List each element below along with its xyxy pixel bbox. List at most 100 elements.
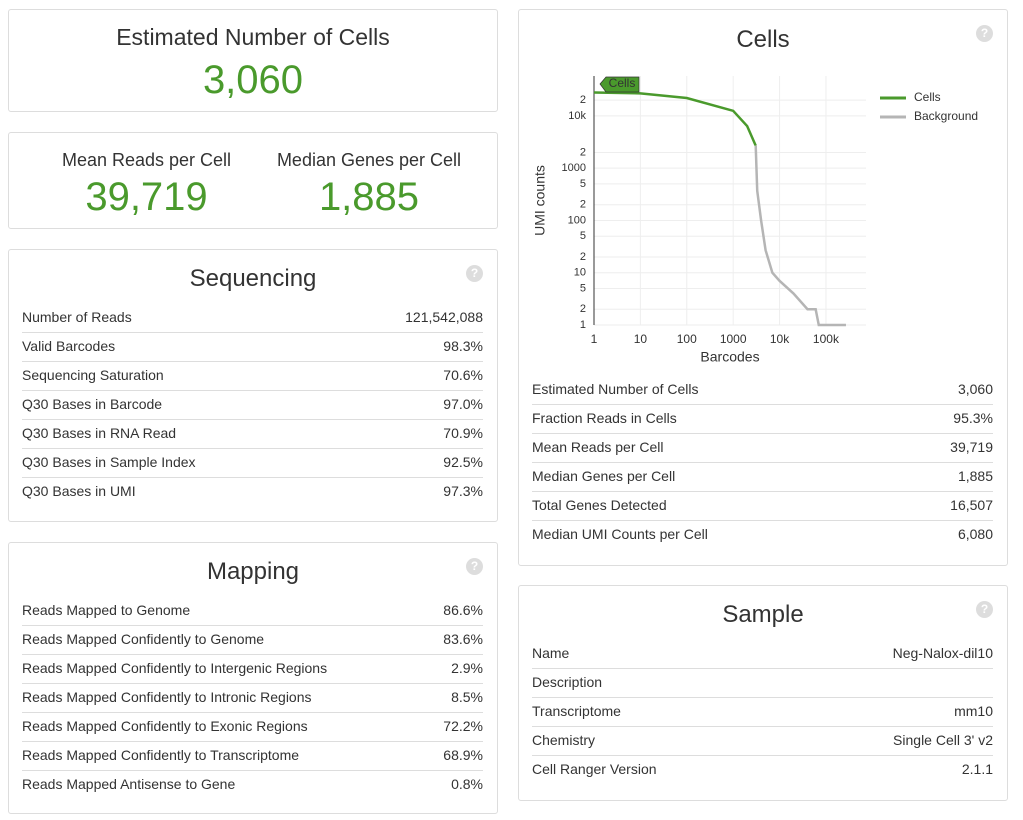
table-row: Mean Reads per Cell 39,719 bbox=[532, 433, 993, 463]
table-row: Transcriptome mm10 bbox=[532, 697, 993, 727]
row-value: 2.1.1 bbox=[961, 761, 993, 777]
row-value: 95.3% bbox=[953, 410, 993, 426]
row-value: 70.6% bbox=[443, 367, 483, 383]
summary-label: Mean Reads per Cell bbox=[61, 150, 232, 170]
row-value: 92.5% bbox=[443, 454, 483, 470]
help-icon[interactable]: ? bbox=[976, 601, 993, 618]
help-icon[interactable]: ? bbox=[466, 265, 483, 282]
y-tick-label: 2 bbox=[580, 251, 586, 263]
y-tick-label: 2 bbox=[580, 146, 586, 158]
row-label: Reads Mapped Confidently to Intergenic R… bbox=[22, 660, 328, 676]
x-tick-label: 10k bbox=[770, 332, 790, 346]
series-line bbox=[593, 91, 757, 147]
row-label: Transcriptome bbox=[532, 703, 621, 719]
table-row: Total Genes Detected 16,507 bbox=[532, 491, 993, 521]
panel-title: Sequencing bbox=[189, 265, 317, 292]
row-value: 121,542,088 bbox=[405, 309, 483, 325]
table-row: Reads Mapped to Genome 86.6% bbox=[22, 596, 483, 626]
row-value: 39,719 bbox=[950, 439, 993, 455]
table-row: Estimated Number of Cells 3,060 bbox=[532, 375, 993, 405]
barcode-rank-chart: 1 2 5 10 2 5 100 2 5 1000 2 10k 2 1 10 100 1000 10k 100k Ba… bbox=[532, 76, 978, 365]
table-row: Fraction Reads in Cells 95.3% bbox=[532, 404, 993, 434]
row-label: Median UMI Counts per Cell bbox=[532, 526, 708, 542]
mapping-panel: Mapping? Reads Mapped to Genome 86.6% Reads… bbox=[8, 542, 498, 814]
row-value: 97.3% bbox=[443, 483, 483, 499]
table-row: Sequencing Saturation 70.6% bbox=[22, 361, 483, 391]
y-tick-label: 1 bbox=[580, 319, 586, 331]
row-value: 98.3% bbox=[443, 338, 483, 354]
y-tick-label: 10 bbox=[574, 267, 586, 279]
row-label: Fraction Reads in Cells bbox=[532, 410, 677, 426]
table-row: Reads Mapped Confidently to Intronic Reg… bbox=[22, 683, 483, 713]
y-tick-label: 10k bbox=[568, 110, 586, 122]
x-tick-label: 1 bbox=[591, 332, 598, 346]
y-tick-label: 2 bbox=[580, 94, 586, 106]
y-tick-label: 2 bbox=[580, 303, 586, 315]
row-label: Reads Mapped Antisense to Gene bbox=[22, 776, 236, 792]
row-value: Single Cell 3' v2 bbox=[893, 732, 993, 748]
row-label: Q30 Bases in RNA Read bbox=[22, 425, 177, 441]
table-row: Q30 Bases in Sample Index 92.5% bbox=[22, 448, 483, 478]
row-value: Neg-Nalox-dil10 bbox=[892, 645, 993, 661]
table-row: Reads Mapped Confidently to Genome 83.6% bbox=[22, 625, 483, 655]
row-value: 8.5% bbox=[451, 689, 483, 705]
row-label: Valid Barcodes bbox=[22, 338, 116, 354]
summary-value: 1,885 bbox=[318, 175, 420, 219]
row-label: Estimated Number of Cells bbox=[532, 381, 699, 397]
x-tick-label: 10 bbox=[634, 332, 648, 346]
row-label: Number of Reads bbox=[22, 309, 132, 325]
summary-label: Median Genes per Cell bbox=[276, 150, 462, 170]
series-line bbox=[754, 145, 846, 327]
row-label: Reads Mapped Confidently to Intronic Reg… bbox=[22, 689, 312, 705]
row-label: Q30 Bases in Barcode bbox=[22, 396, 163, 412]
table-row: Valid Barcodes 98.3% bbox=[22, 332, 483, 362]
table-row: Name Neg-Nalox-dil10 bbox=[532, 639, 993, 669]
table-row: Number of Reads 121,542,088 bbox=[22, 303, 483, 333]
annotation: Cells bbox=[609, 76, 636, 90]
panel-title: Cells bbox=[736, 26, 790, 53]
sequencing-panel: Sequencing? Number of Reads 121,542,088 Val… bbox=[8, 249, 498, 522]
legend-label: Background bbox=[914, 109, 978, 123]
row-label: Mean Reads per Cell bbox=[532, 439, 664, 455]
y-tick-label: 2 bbox=[580, 199, 586, 211]
row-value: 86.6% bbox=[443, 602, 483, 618]
row-label: Total Genes Detected bbox=[532, 497, 667, 513]
row-label: Reads Mapped to Genome bbox=[22, 602, 191, 618]
reads-summary-panel: Mean Reads per Cell 39,719 Median Genes … bbox=[8, 132, 498, 229]
table-row: Q30 Bases in Barcode 97.0% bbox=[22, 390, 483, 420]
table-row: Reads Mapped Confidently to Intergenic R… bbox=[22, 654, 483, 684]
row-value: 72.2% bbox=[443, 718, 483, 734]
row-label: Reads Mapped Confidently to Exonic Regio… bbox=[22, 718, 308, 734]
table-row: Reads Mapped Confidently to Exonic Regio… bbox=[22, 712, 483, 742]
y-tick-label: 5 bbox=[580, 230, 586, 242]
x-axis-label: Barcodes bbox=[700, 349, 759, 365]
table-row: Description bbox=[532, 668, 993, 698]
row-label: Reads Mapped Confidently to Transcriptom… bbox=[22, 747, 300, 763]
table-row: Cell Ranger Version 2.1.1 bbox=[532, 755, 993, 784]
y-tick-label: 5 bbox=[580, 282, 586, 294]
row-value: mm10 bbox=[954, 703, 993, 719]
table-row: Reads Mapped Antisense to Gene 0.8% bbox=[22, 770, 483, 799]
panel-title: Sample bbox=[722, 601, 804, 628]
row-value: 3,060 bbox=[957, 381, 993, 397]
row-value: 0.8% bbox=[451, 776, 483, 792]
panel-title: Mapping bbox=[206, 558, 300, 585]
table-row: Median UMI Counts per Cell 6,080 bbox=[532, 520, 993, 549]
table-row: Chemistry Single Cell 3' v2 bbox=[532, 726, 993, 756]
help-icon[interactable]: ? bbox=[976, 25, 993, 42]
row-label: Q30 Bases in Sample Index bbox=[22, 454, 196, 470]
row-label: Description bbox=[532, 674, 603, 690]
row-label: Chemistry bbox=[532, 732, 596, 748]
table-row: Median Genes per Cell 1,885 bbox=[532, 462, 993, 492]
cells-panel: Cells ? 1 2 5 10 2 5 100 2 5 1000 2 10k 2 1 10 100 1000 1… bbox=[518, 9, 1008, 566]
row-value: 2.9% bbox=[451, 660, 483, 676]
row-label: Reads Mapped Confidently to Genome bbox=[22, 631, 265, 647]
help-icon[interactable]: ? bbox=[466, 558, 483, 575]
y-tick-label: 5 bbox=[580, 178, 586, 190]
summary-label: Estimated Number of Cells bbox=[116, 24, 390, 50]
row-value: 6,080 bbox=[957, 526, 993, 542]
x-tick-label: 100 bbox=[677, 332, 697, 346]
row-label: Cell Ranger Version bbox=[532, 761, 657, 777]
sample-panel: Sample? Name Neg-Nalox-dil10 Description Tra… bbox=[518, 585, 1008, 801]
